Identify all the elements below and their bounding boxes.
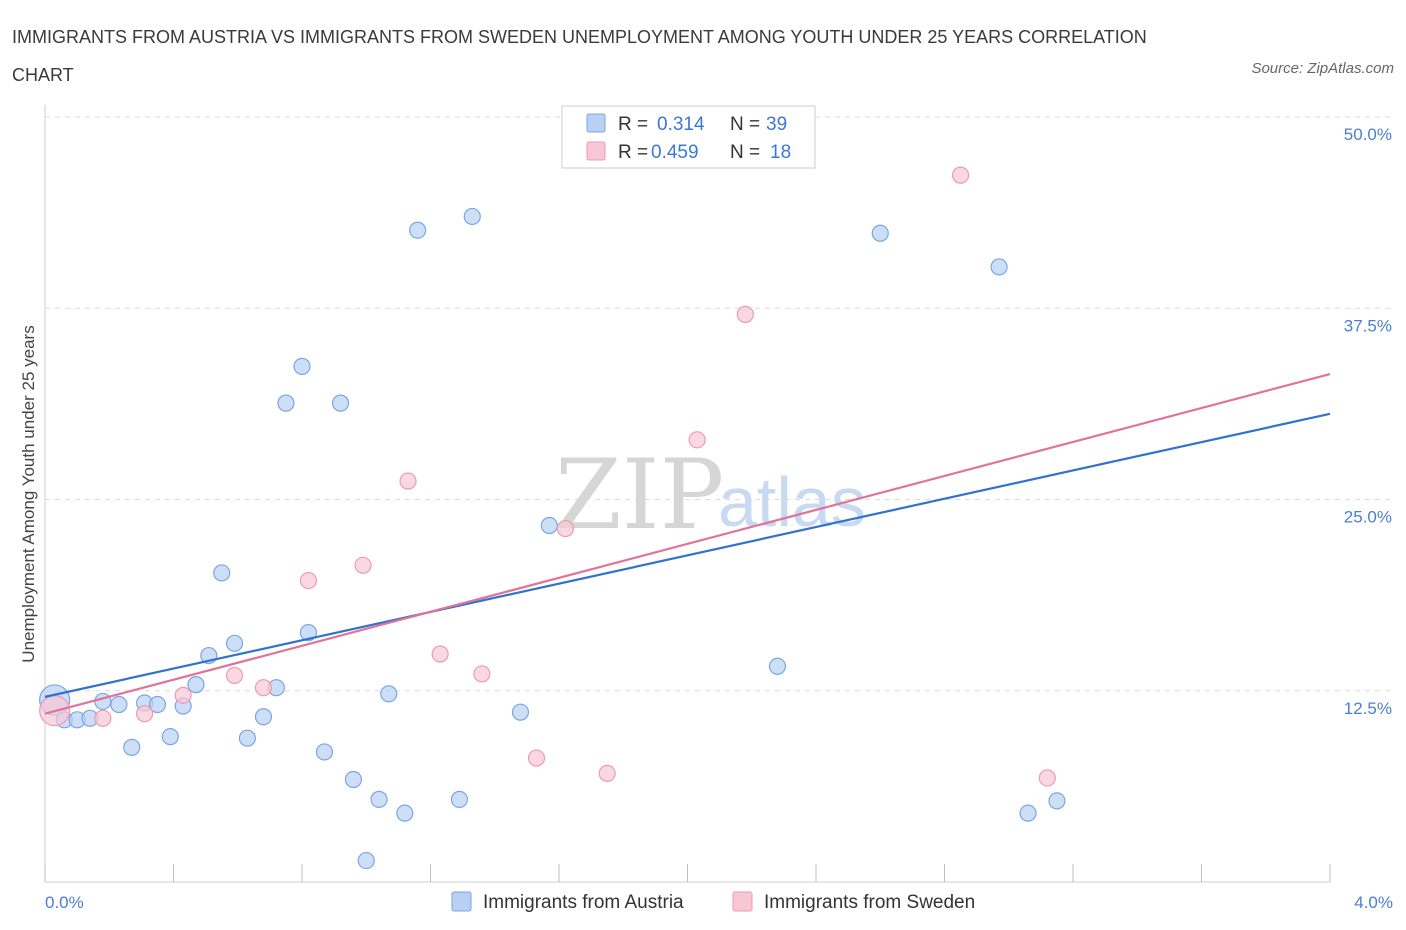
austria-point bbox=[1048, 792, 1066, 810]
watermark-zip: ZIP bbox=[555, 439, 724, 551]
austria-point bbox=[161, 728, 179, 746]
sweden-point bbox=[951, 166, 970, 184]
sweden-point bbox=[225, 666, 244, 685]
sweden-point bbox=[688, 431, 706, 449]
austria-point bbox=[511, 703, 530, 721]
austria-point bbox=[277, 394, 295, 412]
chart-title: IMMIGRANTS FROM AUSTRIA VS IMMIGRANTS FR… bbox=[12, 27, 1147, 85]
sweden-point bbox=[473, 665, 491, 683]
x-tick-label: 4.0% bbox=[1354, 893, 1393, 912]
sweden-point bbox=[399, 472, 417, 490]
legend-austria-swatch bbox=[586, 113, 606, 133]
austria-point bbox=[357, 851, 375, 870]
austria-point bbox=[315, 743, 334, 761]
watermark-atlas: atlas bbox=[718, 463, 866, 541]
austria-trendline bbox=[44, 412, 1331, 698]
stats-legend: R = 0.314 N = 39 R = 0.459 N = 18 bbox=[561, 105, 816, 169]
austria-point bbox=[396, 804, 414, 822]
sweden-point bbox=[431, 645, 449, 663]
austria-point bbox=[213, 564, 231, 582]
sweden-point bbox=[174, 686, 192, 704]
y-tick-label: 25.0% bbox=[1344, 508, 1392, 527]
legend-austria-r-value: 0.314 bbox=[657, 114, 705, 135]
sweden-point bbox=[527, 749, 546, 767]
y-tick-label: 50.0% bbox=[1344, 125, 1392, 144]
austria-point bbox=[380, 685, 398, 703]
austria-point bbox=[299, 624, 318, 642]
austria-point bbox=[331, 394, 350, 412]
austria-point bbox=[148, 695, 167, 714]
austria-point bbox=[463, 207, 481, 226]
x-tick-label: 0.0% bbox=[45, 893, 84, 912]
austria-point bbox=[409, 221, 427, 239]
austria-point bbox=[540, 516, 558, 535]
legend-austria-n-label: N = bbox=[730, 114, 760, 135]
austria-point bbox=[450, 790, 469, 808]
series-legend-austria-label: Immigrants from Austria bbox=[483, 892, 684, 913]
sweden-point bbox=[736, 305, 754, 323]
austria-point bbox=[225, 634, 244, 652]
grid-lines bbox=[45, 116, 1392, 692]
austria-point bbox=[238, 729, 256, 747]
sweden-point bbox=[94, 709, 112, 727]
austria-point bbox=[254, 708, 273, 726]
legend-sweden-n-label: N = bbox=[730, 142, 760, 163]
series-legend-sweden-label: Immigrants from Sweden bbox=[764, 892, 975, 913]
sweden-point bbox=[598, 764, 616, 782]
sweden-point bbox=[299, 571, 318, 590]
austria-point bbox=[990, 258, 1008, 276]
tick-labels: 12.5% 25.0% 37.5% 50.0% 0.0% 4.0% bbox=[45, 125, 1393, 912]
y-tick-label: 37.5% bbox=[1344, 316, 1392, 335]
trendlines bbox=[44, 372, 1331, 715]
y-axis-label: Unemployment Among Youth under 25 years bbox=[19, 325, 38, 662]
watermark: ZIP atlas bbox=[555, 439, 866, 551]
austria-point bbox=[344, 770, 362, 789]
austria-point bbox=[123, 738, 141, 756]
legend-sweden-n-value: 18 bbox=[770, 142, 791, 163]
sweden-point bbox=[354, 556, 372, 574]
sweden-point bbox=[135, 705, 154, 723]
legend-sweden-swatch bbox=[586, 141, 606, 161]
austria-point bbox=[110, 695, 128, 714]
series-legend-austria-swatch bbox=[451, 891, 472, 912]
legend-austria-n-value: 39 bbox=[766, 114, 787, 135]
sweden-points bbox=[39, 166, 1056, 787]
sweden-point bbox=[1038, 769, 1056, 787]
y-tick-label: 12.5% bbox=[1344, 699, 1392, 718]
austria-point bbox=[370, 790, 388, 808]
austria-point bbox=[187, 676, 205, 694]
austria-point bbox=[1019, 804, 1037, 822]
series-legend-sweden-swatch bbox=[732, 891, 753, 912]
legend-sweden-r-label: R = bbox=[618, 142, 648, 163]
axes bbox=[44, 105, 1331, 883]
austria-points bbox=[39, 207, 1066, 870]
series-legend: Immigrants from Austria Immigrants from … bbox=[451, 891, 975, 913]
sweden-point bbox=[556, 519, 575, 538]
legend-austria-r-label: R = bbox=[618, 114, 648, 135]
chart-source: Source: ZipAtlas.com bbox=[1251, 60, 1394, 77]
sweden-trendline bbox=[44, 372, 1331, 715]
legend-sweden-r-value: 0.459 bbox=[651, 142, 699, 163]
austria-point bbox=[871, 224, 889, 242]
sweden-point bbox=[254, 679, 273, 697]
austria-point bbox=[768, 657, 787, 675]
austria-point bbox=[293, 357, 311, 375]
